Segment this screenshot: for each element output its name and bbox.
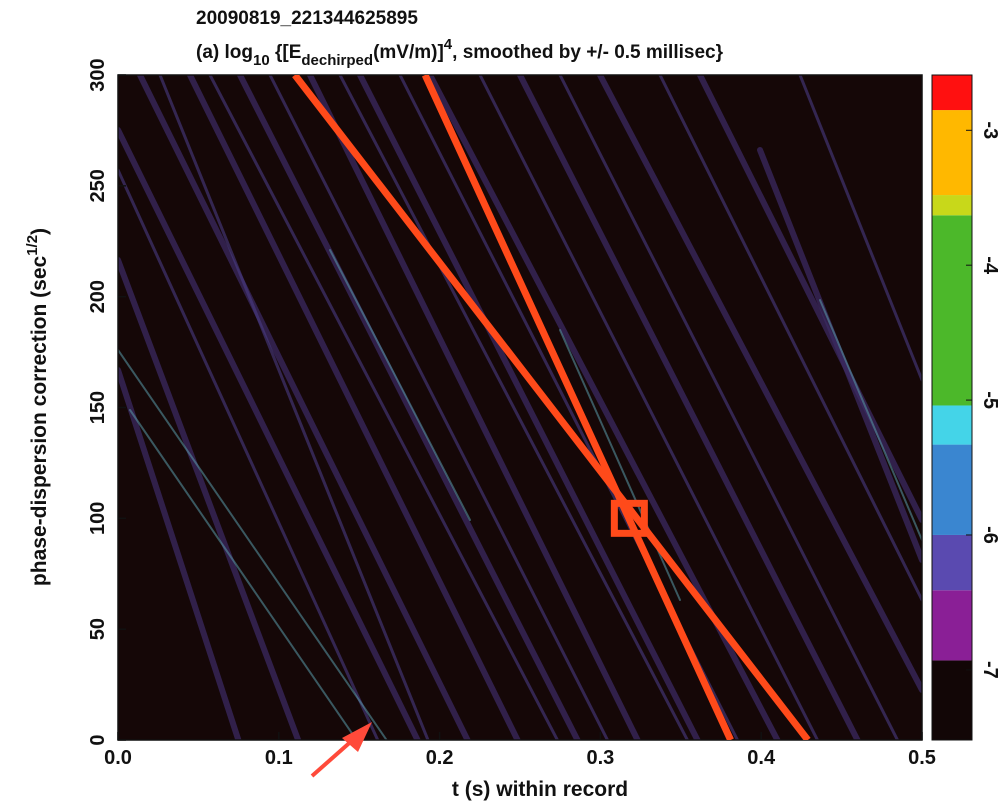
colorbar-band	[932, 215, 972, 406]
x-axis-label: t (s) within record	[452, 778, 628, 801]
colorbar-band	[932, 444, 972, 535]
colorbar-tick-label: -4	[979, 256, 1001, 275]
x-tick-label: 0.2	[426, 747, 454, 769]
colorbar-tick-label: -6	[979, 526, 1001, 544]
subtitle-part: (a) log	[196, 42, 253, 63]
subtitle-part: 10	[253, 52, 270, 69]
colorbar-band	[932, 590, 972, 661]
subtitle-part: (mV/m)]	[373, 42, 444, 63]
colorbar-band	[932, 110, 972, 196]
y-tick-label: 0	[87, 734, 109, 745]
overlay-line	[292, 75, 811, 740]
x-tick-label: 0.0	[104, 747, 132, 769]
colorbar-tick-label: -7	[979, 661, 1001, 679]
colorbar-tick-label: -3	[979, 121, 1001, 139]
colorbar-band	[932, 534, 972, 591]
y-axis-label: phase-dispersion correction (sec1/2)	[24, 228, 51, 586]
chart-subtitle: (a) log10 {[Edechirped(mV/m)]4, smoothed…	[196, 36, 724, 69]
colorbar-frame	[931, 74, 973, 741]
y-label-part: 1/2	[24, 235, 41, 256]
y-tick-label: 250	[87, 169, 109, 202]
y-tick-label: 300	[87, 58, 109, 91]
colorbar-band	[932, 195, 972, 216]
marker	[610, 499, 648, 537]
y-tick-label: 100	[87, 502, 109, 535]
overlay-line	[421, 75, 734, 740]
x-tick-label: 0.5	[908, 747, 936, 769]
subtitle-part: 4	[444, 36, 453, 53]
y-label-part: phase-dispersion correction (sec	[28, 255, 51, 586]
x-tick-label: 0.3	[586, 747, 614, 769]
x-tick-label: 0.1	[265, 747, 293, 769]
annotation-arrow	[310, 736, 357, 778]
y-label-part: )	[28, 228, 51, 235]
colorbar-band	[932, 660, 972, 740]
colorbar-band	[932, 75, 972, 111]
subtitle-part: , smoothed by +/- 0.5 millisec}	[452, 42, 723, 63]
subtitle-part: {[E	[270, 42, 302, 63]
y-tick-label: 50	[87, 618, 109, 640]
chart-title: 20090819_221344625895	[196, 8, 418, 29]
x-tick-label: 0.4	[747, 747, 776, 769]
colorbar-tick-label: -5	[979, 391, 1001, 409]
subtitle-part: dechirped	[301, 52, 373, 69]
annotation-arrow-head	[342, 722, 372, 752]
colorbar-band	[932, 405, 972, 445]
y-tick-label: 200	[87, 280, 109, 313]
y-tick-label: 150	[87, 391, 109, 424]
